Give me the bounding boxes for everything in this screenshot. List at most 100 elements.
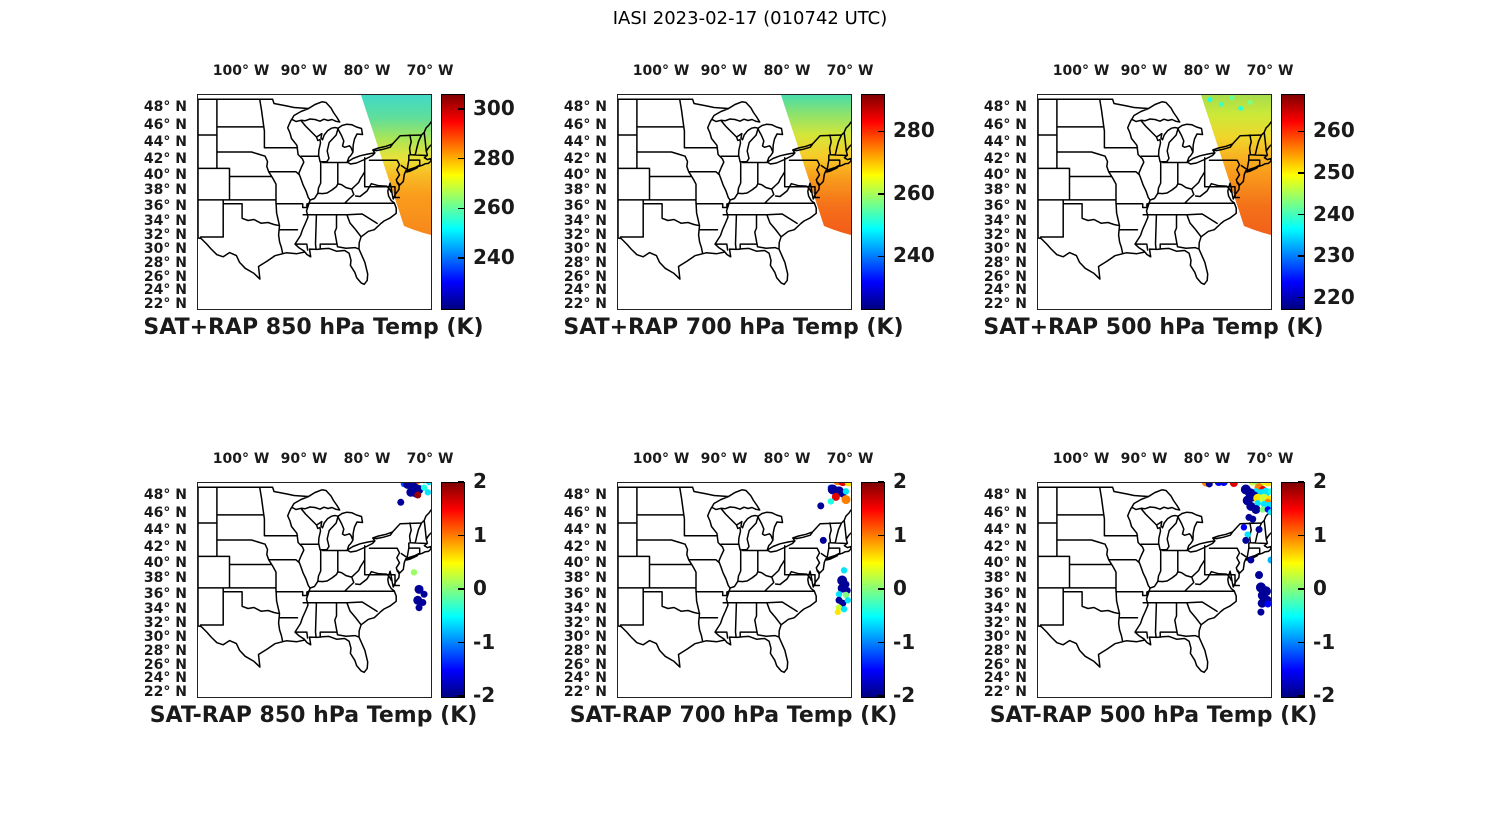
colorbar-tick <box>878 481 884 483</box>
colorbar-tick-label: 240 <box>1313 201 1355 226</box>
swath-speckle <box>1229 95 1235 101</box>
lat-tick-label: 32° N <box>143 615 187 632</box>
lat-tick-label: 28° N <box>143 255 187 272</box>
lat-tick-label: 38° N <box>563 182 607 199</box>
lat-tick-label: 30° N <box>563 629 607 646</box>
panel-title-diff700: SAT-RAP 700 hPa Temp (K) <box>569 703 898 728</box>
lat-tick-label: 34° N <box>563 600 607 617</box>
us-basemap <box>618 486 851 674</box>
map-frame-sat850 <box>197 94 432 310</box>
lat-tick-label: 26° N <box>563 657 607 674</box>
lat-tick-label: 36° N <box>563 197 607 214</box>
lat-tick-label: 34° N <box>563 212 607 229</box>
map-frame-diff700 <box>617 482 852 698</box>
lat-tick-label: 24° N <box>143 282 187 299</box>
obs-point <box>1249 515 1257 523</box>
panel-title-diff500: SAT-RAP 500 hPa Temp (K) <box>989 703 1318 728</box>
lat-tick-label: 38° N <box>563 570 607 587</box>
lat-tick-label: 34° N <box>143 212 187 229</box>
lat-tick-label: 38° N <box>143 182 187 199</box>
obs-point <box>842 591 850 599</box>
obs-point <box>420 590 428 598</box>
obs-point <box>1259 506 1267 513</box>
panel-title-sat700: SAT+RAP 700 hPa Temp (K) <box>563 315 904 340</box>
lat-tick-label: 40° N <box>563 166 607 183</box>
colorbar-diff500 <box>1281 482 1305 698</box>
lat-tick-label: 26° N <box>143 657 187 674</box>
colorbar-tick <box>878 588 884 590</box>
colorbar-tick <box>458 588 464 590</box>
colorbar-sat500 <box>1281 94 1305 310</box>
obs-point <box>1251 504 1261 514</box>
lat-tick-label: 24° N <box>563 282 607 299</box>
obs-point <box>1257 598 1267 608</box>
lon-tick-label: 70° W <box>1246 451 1294 467</box>
colorbar-tick <box>878 534 884 537</box>
colorbar-tick <box>1298 172 1304 174</box>
colorbar-tick <box>458 534 464 537</box>
obs-point <box>1267 508 1271 516</box>
figure-title: IASI 2023-02-17 (010742 UTC) <box>612 8 888 29</box>
colorbar-tick-label: -2 <box>1313 683 1336 707</box>
lat-tick-label: 46° N <box>983 504 1027 521</box>
map-frame-diff500 <box>1037 482 1272 698</box>
lat-tick-label: 32° N <box>563 615 607 632</box>
swath-speckle <box>1218 101 1224 107</box>
colorbar-tick <box>878 130 884 133</box>
colorbar-tick-label: -1 <box>893 629 916 654</box>
lat-tick-label: 26° N <box>983 269 1027 286</box>
lat-tick-label: 22° N <box>563 683 607 700</box>
colorbar-tick <box>1298 130 1304 133</box>
lon-tick-label: 100° W <box>1052 63 1110 79</box>
colorbar-tick-label: -2 <box>473 683 496 707</box>
colorbar-tick-label: -2 <box>893 683 916 707</box>
lat-tick-label: 24° N <box>983 282 1027 299</box>
satellite-swath <box>780 95 851 235</box>
obs-point <box>1253 493 1263 503</box>
lat-tick-label: 42° N <box>143 538 187 555</box>
obs-point <box>414 584 424 594</box>
colorbar-tick-label: 250 <box>1313 159 1355 184</box>
obs-point <box>840 567 848 574</box>
lat-tick-label: 24° N <box>563 670 607 687</box>
colorbar-tick <box>878 255 884 258</box>
lat-tick-label: 32° N <box>143 227 187 244</box>
obs-point <box>1260 500 1268 508</box>
lat-tick-label: 48° N <box>563 486 607 503</box>
lat-tick-label: 22° N <box>143 683 187 700</box>
obs-point <box>835 591 843 598</box>
lat-tick-label: 44° N <box>143 521 187 538</box>
colorbar-sat700 <box>861 94 885 310</box>
swath-speckle <box>1238 105 1244 111</box>
lat-tick-label: 32° N <box>983 615 1027 632</box>
colorbar-tick <box>458 481 464 483</box>
colorbar-tick <box>878 695 884 697</box>
obs-point <box>1247 556 1255 564</box>
lat-tick-label: 38° N <box>983 182 1027 199</box>
lat-tick-label: 44° N <box>143 133 187 150</box>
colorbar-tick-label: 1 <box>473 522 487 547</box>
satellite-swath <box>1200 95 1271 235</box>
lon-tick-label: 80° W <box>1183 451 1231 467</box>
lat-tick-label: 32° N <box>983 227 1027 244</box>
obs-point <box>1244 531 1251 538</box>
lat-tick-label: 48° N <box>143 98 187 115</box>
swath-speckle <box>1207 97 1213 103</box>
lat-tick-label: 30° N <box>563 241 607 258</box>
colorbar-tick-label: 240 <box>893 243 935 268</box>
lon-tick-label: 70° W <box>406 63 454 79</box>
lat-tick-label: 46° N <box>143 504 187 521</box>
colorbar-tick <box>878 641 884 644</box>
colorbar-tick-label: 2 <box>893 469 907 493</box>
map-diff850 <box>198 483 431 674</box>
colorbar-tick-label: 1 <box>1313 522 1327 547</box>
obs-point <box>842 488 850 495</box>
lat-tick-label: 30° N <box>143 629 187 646</box>
lat-tick-label: 28° N <box>143 643 187 660</box>
lat-tick-label: 36° N <box>143 197 187 214</box>
colorbar-tick-label: 300 <box>473 95 515 120</box>
lat-tick-label: 28° N <box>563 643 607 660</box>
colorbar-tick-label: 2 <box>1313 469 1327 493</box>
map-frame-sat500 <box>1037 94 1272 310</box>
lon-tick-label: 70° W <box>406 451 454 467</box>
